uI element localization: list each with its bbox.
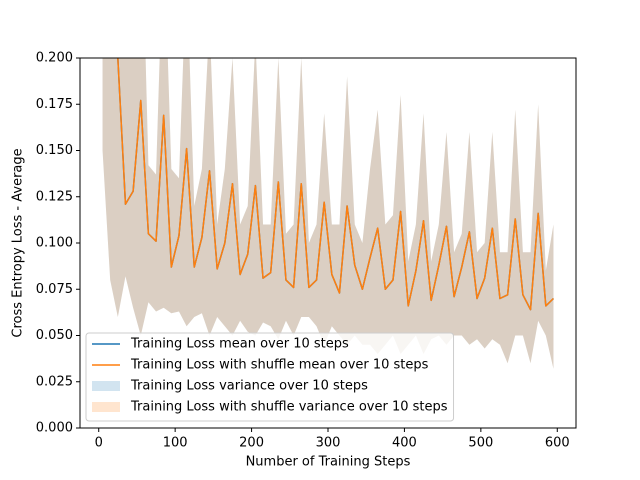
variance-band <box>102 58 554 369</box>
x-tick-label: 0 <box>95 436 103 451</box>
y-tick-label: 0.025 <box>36 374 73 389</box>
legend-patch <box>92 402 120 412</box>
legend: Training Loss mean over 10 steps Training… <box>85 332 455 422</box>
x-tick-label: 500 <box>468 436 493 451</box>
x-tick-label: 100 <box>163 436 188 451</box>
y-tick-label: 0.125 <box>36 189 73 204</box>
y-axis-label: Cross Entropy Loss - Average <box>11 148 26 337</box>
x-tick-label: 400 <box>392 436 417 451</box>
y-tick-label: 0.000 <box>36 421 73 436</box>
y-tick-label: 0.150 <box>36 143 73 158</box>
y-tick-label: 0.050 <box>36 328 73 343</box>
legend-label: Training Loss mean over 10 steps <box>130 337 349 352</box>
x-tick-label: 200 <box>239 436 264 451</box>
legend-label: Training Loss with shuffle mean over 10 … <box>130 358 429 373</box>
y-tick-label: 0.175 <box>36 97 73 112</box>
y-tick-label: 0.075 <box>36 282 73 297</box>
y-tick-label: 0.200 <box>36 51 73 66</box>
x-tick-label: 300 <box>316 436 341 451</box>
legend-label: Training Loss with shuffle variance over… <box>130 400 448 415</box>
legend-box <box>85 332 455 422</box>
variance-band <box>102 58 554 369</box>
legend-patch <box>92 381 120 391</box>
y-tick-label: 0.100 <box>36 236 73 251</box>
plot-area <box>102 58 554 369</box>
x-tick-label: 600 <box>545 436 570 451</box>
axes: 0 100 200 300 400 500 600 0.000 0.025 0.050 0.075 0… <box>36 51 570 451</box>
series-line <box>117 58 554 311</box>
legend-label: Training Loss variance over 10 steps <box>130 379 368 394</box>
x-axis-label: Number of Training Steps <box>246 455 411 470</box>
